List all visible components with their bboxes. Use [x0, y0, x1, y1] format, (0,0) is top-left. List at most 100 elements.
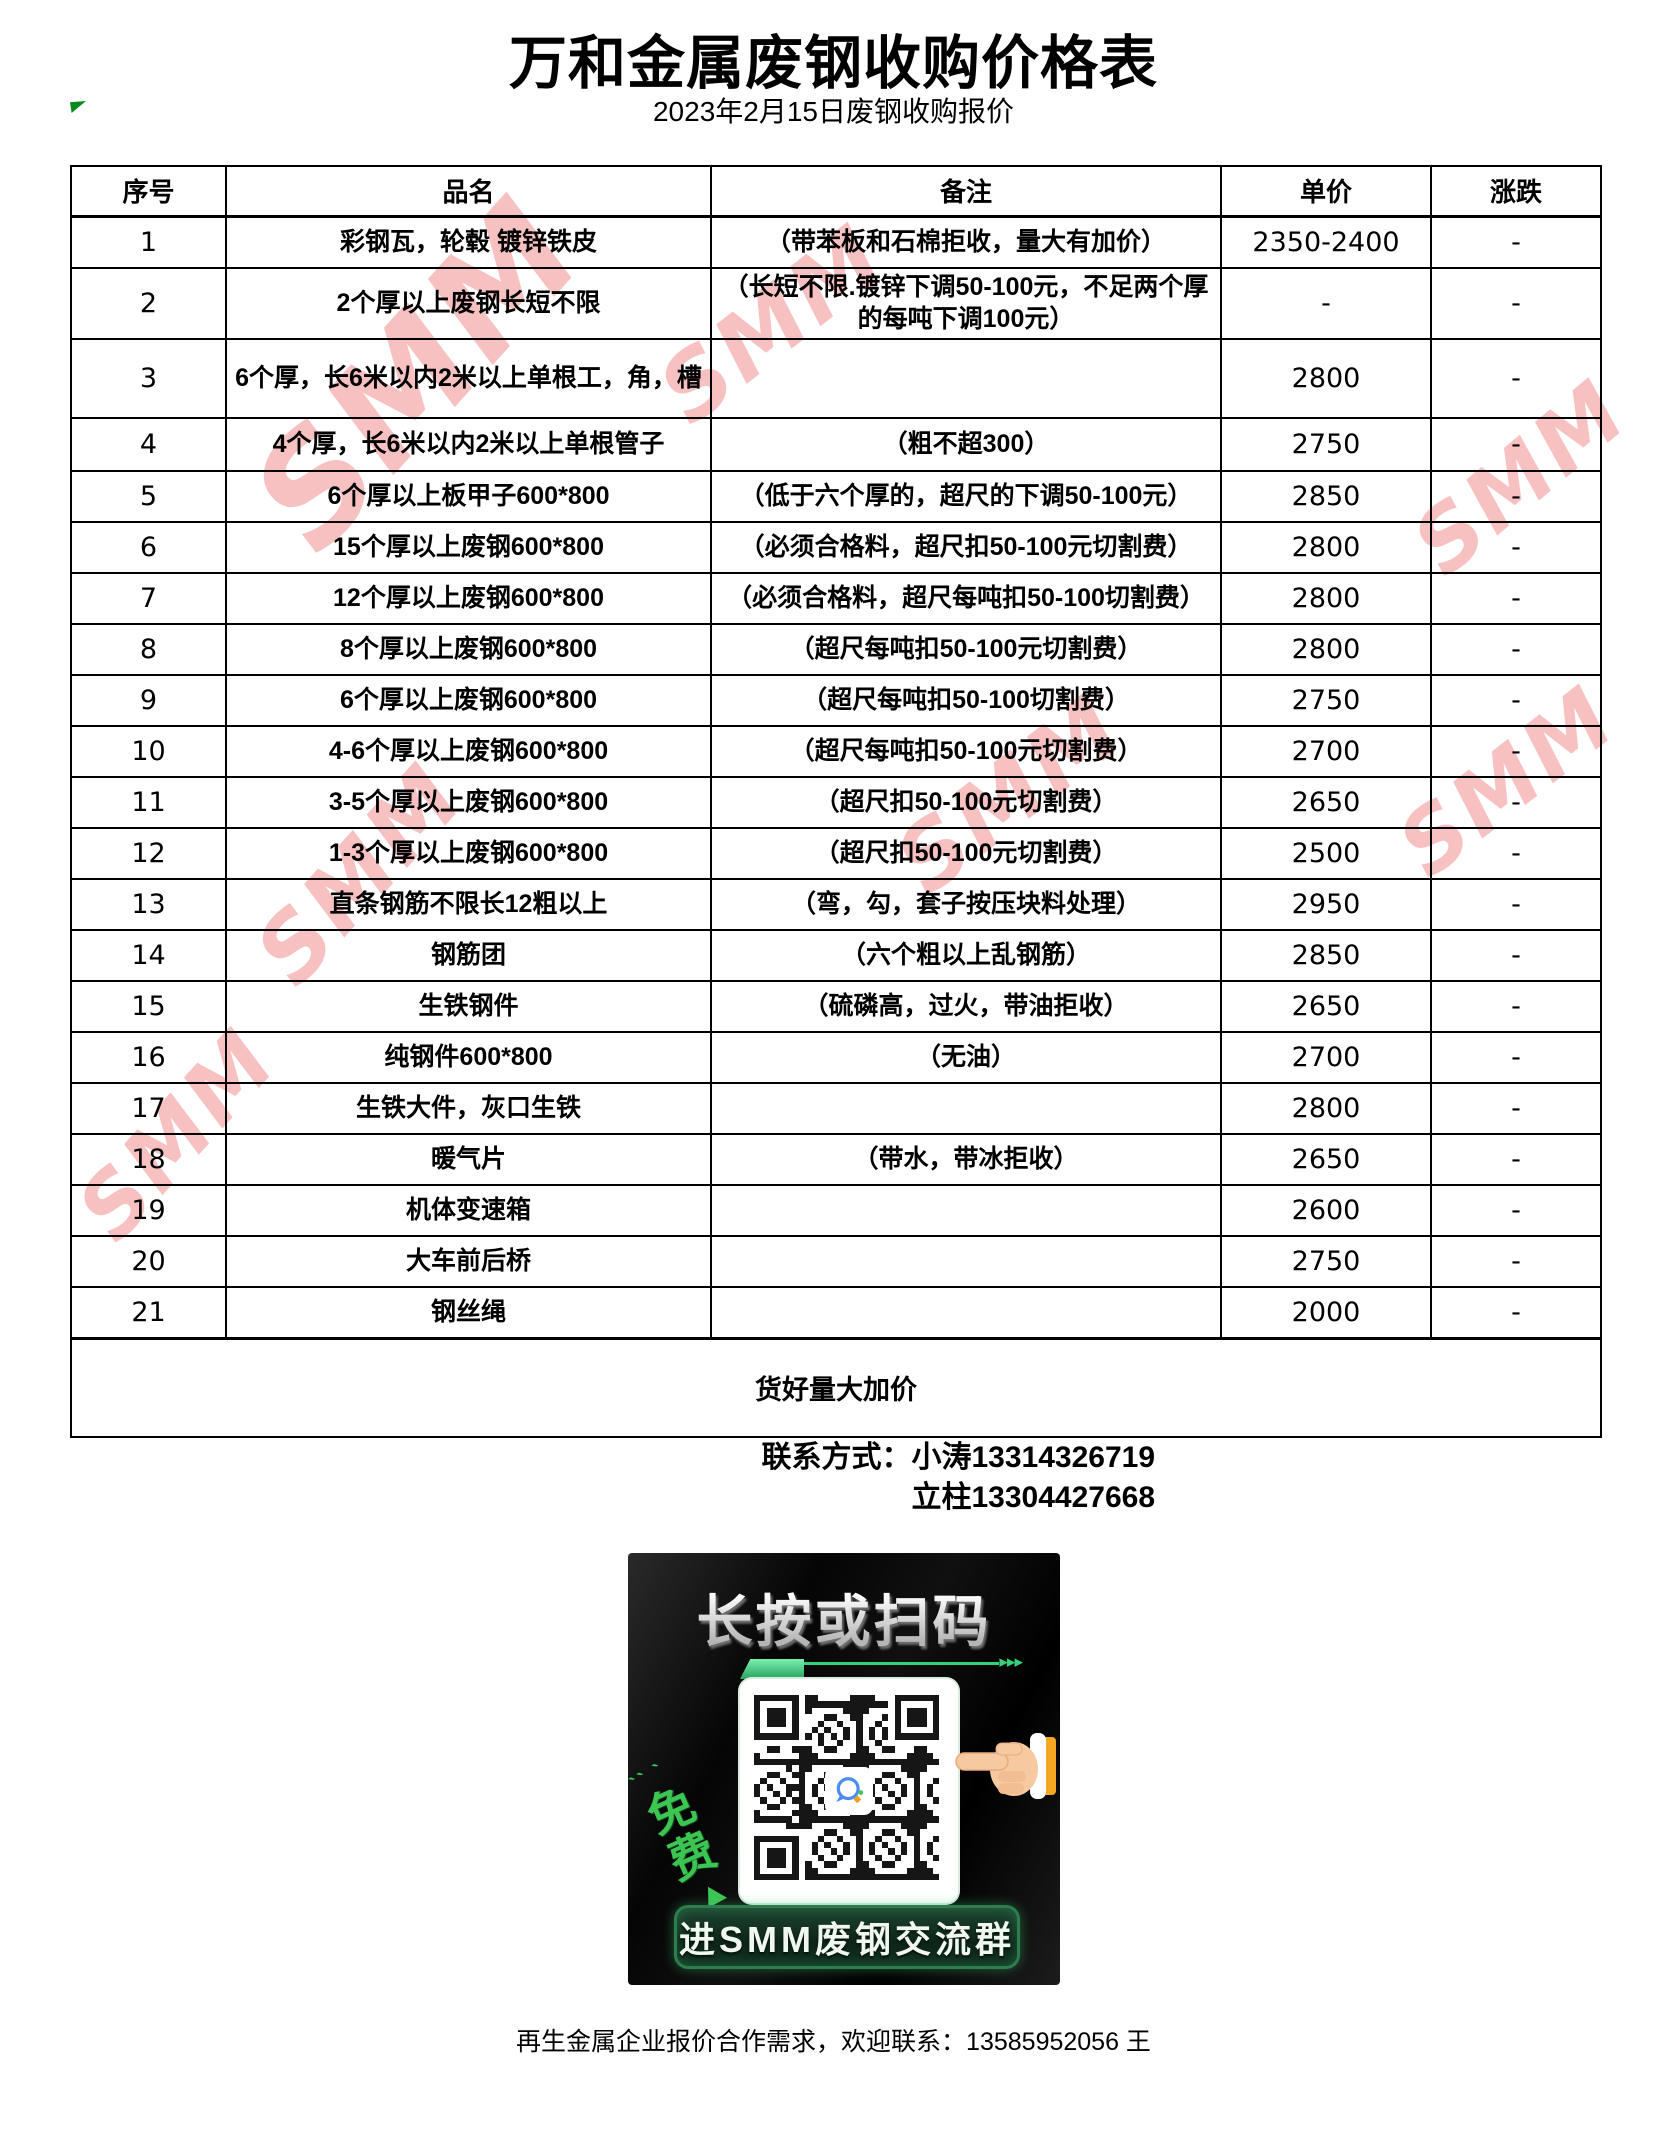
- table-row: 12 1-3个厚以上废钢600*800 （超尺扣50-100元切割费） 2500…: [70, 827, 1602, 880]
- table-row: 6 15个厚以上废钢600*800 （必须合格料，超尺扣50-100元切割费） …: [70, 521, 1602, 574]
- arrow-right-icon: ▸▸▸: [999, 1652, 1023, 1671]
- cell-remark: [710, 1184, 1222, 1237]
- cell-product-name: 暖气片: [225, 1133, 712, 1186]
- cell-unit-price: 2750: [1220, 417, 1432, 472]
- table-row: 3 6个厚，长6米以内2米以上单根工，角，槽 2800 -: [70, 338, 1602, 419]
- cell-serial-number: 1: [70, 215, 227, 269]
- cell-product-name: 4个厚，长6米以内2米以上单根管子: [225, 417, 712, 472]
- cell-product-name: 4-6个厚以上废钢600*800: [225, 725, 712, 778]
- col-header-change: 涨跌: [1430, 165, 1602, 218]
- qr-banner: 长按或扫码 ▸▸▸ `` ` 免费: [628, 1553, 1060, 1985]
- cell-price-change: -: [1430, 878, 1602, 931]
- cell-product-name: 6个厚，长6米以内2米以上单根工，角，槽: [225, 338, 712, 419]
- table-row: 8 8个厚以上废钢600*800 （超尺每吨扣50-100元切割费） 2800 …: [70, 623, 1602, 676]
- cell-unit-price: 2650: [1220, 776, 1432, 829]
- cell-price-change: -: [1430, 1235, 1602, 1288]
- table-row: 19 机体变速箱 2600 -: [70, 1184, 1602, 1237]
- cell-product-name: 彩钢瓦，轮毂 镀锌铁皮: [225, 215, 712, 269]
- cell-remark: （六个粗以上乱钢筋）: [710, 929, 1222, 982]
- cell-unit-price: 2850: [1220, 929, 1432, 982]
- cell-remark: （超尺每吨扣50-100元切割费）: [710, 623, 1222, 676]
- table-row: 20 大车前后桥 2750 -: [70, 1235, 1602, 1288]
- wechat-bubble-icon: [825, 1767, 873, 1815]
- pointing-hand-icon: [952, 1719, 1058, 1811]
- cell-unit-price: 2650: [1220, 980, 1432, 1033]
- cell-remark: [710, 1235, 1222, 1288]
- cell-unit-price: 2800: [1220, 1082, 1432, 1135]
- contact-line-2: 立柱13304427668: [911, 1481, 1155, 1514]
- cell-unit-price: 2800: [1220, 623, 1432, 676]
- cell-price-change: -: [1430, 1082, 1602, 1135]
- table-row: 9 6个厚以上废钢600*800 （超尺每吨扣50-100切割费） 2750 -: [70, 674, 1602, 727]
- cell-product-name: 纯钢件600*800: [225, 1031, 712, 1084]
- page-subtitle: 2023年2月15日废钢收购报价: [652, 96, 1014, 127]
- cell-remark: （无油）: [710, 1031, 1222, 1084]
- contact-line-1: 联系方式：小涛13314326719: [761, 1441, 1155, 1474]
- cell-unit-price: 2700: [1220, 725, 1432, 778]
- cell-serial-number: 7: [70, 572, 227, 625]
- cell-remark: （硫磷高，过火，带油拒收）: [710, 980, 1222, 1033]
- cell-remark: （弯，勾，套子按压块料处理）: [710, 878, 1222, 931]
- cell-serial-number: 17: [70, 1082, 227, 1135]
- cell-unit-price: 2600: [1220, 1184, 1432, 1237]
- cell-product-name: 直条钢筋不限长12粗以上: [225, 878, 712, 931]
- cell-serial-number: 2: [70, 267, 227, 340]
- join-group-button[interactable]: 进SMM废钢交流群: [674, 1905, 1020, 1969]
- cell-unit-price: 2750: [1220, 1235, 1432, 1288]
- cell-serial-number: 3: [70, 338, 227, 419]
- table-header-row: 序号 品名 备注 单价 涨跌: [70, 165, 1602, 218]
- cell-serial-number: 5: [70, 470, 227, 523]
- table-row: 5 6个厚以上板甲子600*800 （低于六个厚的，超尺的下调50-100元） …: [70, 470, 1602, 523]
- cell-product-name: 15个厚以上废钢600*800: [225, 521, 712, 574]
- banner-headline: 长按或扫码: [628, 1577, 1060, 1658]
- cell-remark: （超尺扣50-100元切割费）: [710, 827, 1222, 880]
- table-row: 21 钢丝绳 2000 -: [70, 1286, 1602, 1339]
- cell-serial-number: 9: [70, 674, 227, 727]
- cell-price-change: -: [1430, 929, 1602, 982]
- cell-price-change: -: [1430, 1133, 1602, 1186]
- cell-price-change: -: [1430, 215, 1602, 269]
- cell-unit-price: 2500: [1220, 827, 1432, 880]
- banner-tab-line: ▸▸▸: [740, 1652, 1023, 1679]
- cell-remark: （带苯板和石棉拒收，量大有加价）: [710, 215, 1222, 269]
- cell-remark: （必须合格料，超尺扣50-100元切割费）: [710, 521, 1222, 574]
- cell-serial-number: 10: [70, 725, 227, 778]
- cell-unit-price: 2350-2400: [1220, 215, 1432, 269]
- col-header-name: 品名: [225, 165, 712, 218]
- qr-modules: [754, 1695, 940, 1881]
- cell-product-name: 生铁钢件: [225, 980, 712, 1033]
- cell-price-change: -: [1430, 1031, 1602, 1084]
- cell-price-change: -: [1430, 572, 1602, 625]
- cell-product-name: 12个厚以上废钢600*800: [225, 572, 712, 625]
- table-row: 17 生铁大件，灰口生铁 2800 -: [70, 1082, 1602, 1135]
- cell-product-name: 1-3个厚以上废钢600*800: [225, 827, 712, 880]
- cell-unit-price: -: [1220, 267, 1432, 340]
- table-row: 2 2个厚以上废钢长短不限 （长短不限.镀锌下调50-100元，不足两个厚的每吨…: [70, 267, 1602, 340]
- cell-unit-price: 2700: [1220, 1031, 1432, 1084]
- cell-price-change: -: [1430, 417, 1602, 472]
- cell-product-name: 生铁大件，灰口生铁: [225, 1082, 712, 1135]
- cell-product-name: 8个厚以上废钢600*800: [225, 623, 712, 676]
- cell-price-change: -: [1430, 776, 1602, 829]
- cell-remark: （粗不超300）: [710, 417, 1222, 472]
- cell-unit-price: 2800: [1220, 338, 1432, 419]
- cell-price-change: -: [1430, 338, 1602, 419]
- cell-remark: （超尺每吨扣50-100切割费）: [710, 674, 1222, 727]
- qr-code[interactable]: [740, 1679, 958, 1903]
- col-header-no: 序号: [70, 165, 227, 218]
- cell-unit-price: 2000: [1220, 1286, 1432, 1339]
- cell-price-change: -: [1430, 470, 1602, 523]
- cell-remark: [710, 1082, 1222, 1135]
- cell-product-name: 钢筋团: [225, 929, 712, 982]
- page-title: 万和金属废钢收购价格表: [508, 31, 1158, 96]
- cell-price-change: -: [1430, 521, 1602, 574]
- cell-serial-number: 18: [70, 1133, 227, 1186]
- cell-price-change: -: [1430, 980, 1602, 1033]
- table-row: 10 4-6个厚以上废钢600*800 （超尺每吨扣50-100元切割费） 27…: [70, 725, 1602, 778]
- footer-caption: 再生金属企业报价合作需求，欢迎联系：13585952056 王: [516, 2028, 1151, 2056]
- cell-unit-price: 2950: [1220, 878, 1432, 931]
- green-tab-shape: [740, 1659, 804, 1679]
- table-row: 18 暖气片 （带水，带冰拒收） 2650 -: [70, 1133, 1602, 1186]
- cell-remark: （长短不限.镀锌下调50-100元，不足两个厚的每吨下调100元）: [710, 267, 1222, 340]
